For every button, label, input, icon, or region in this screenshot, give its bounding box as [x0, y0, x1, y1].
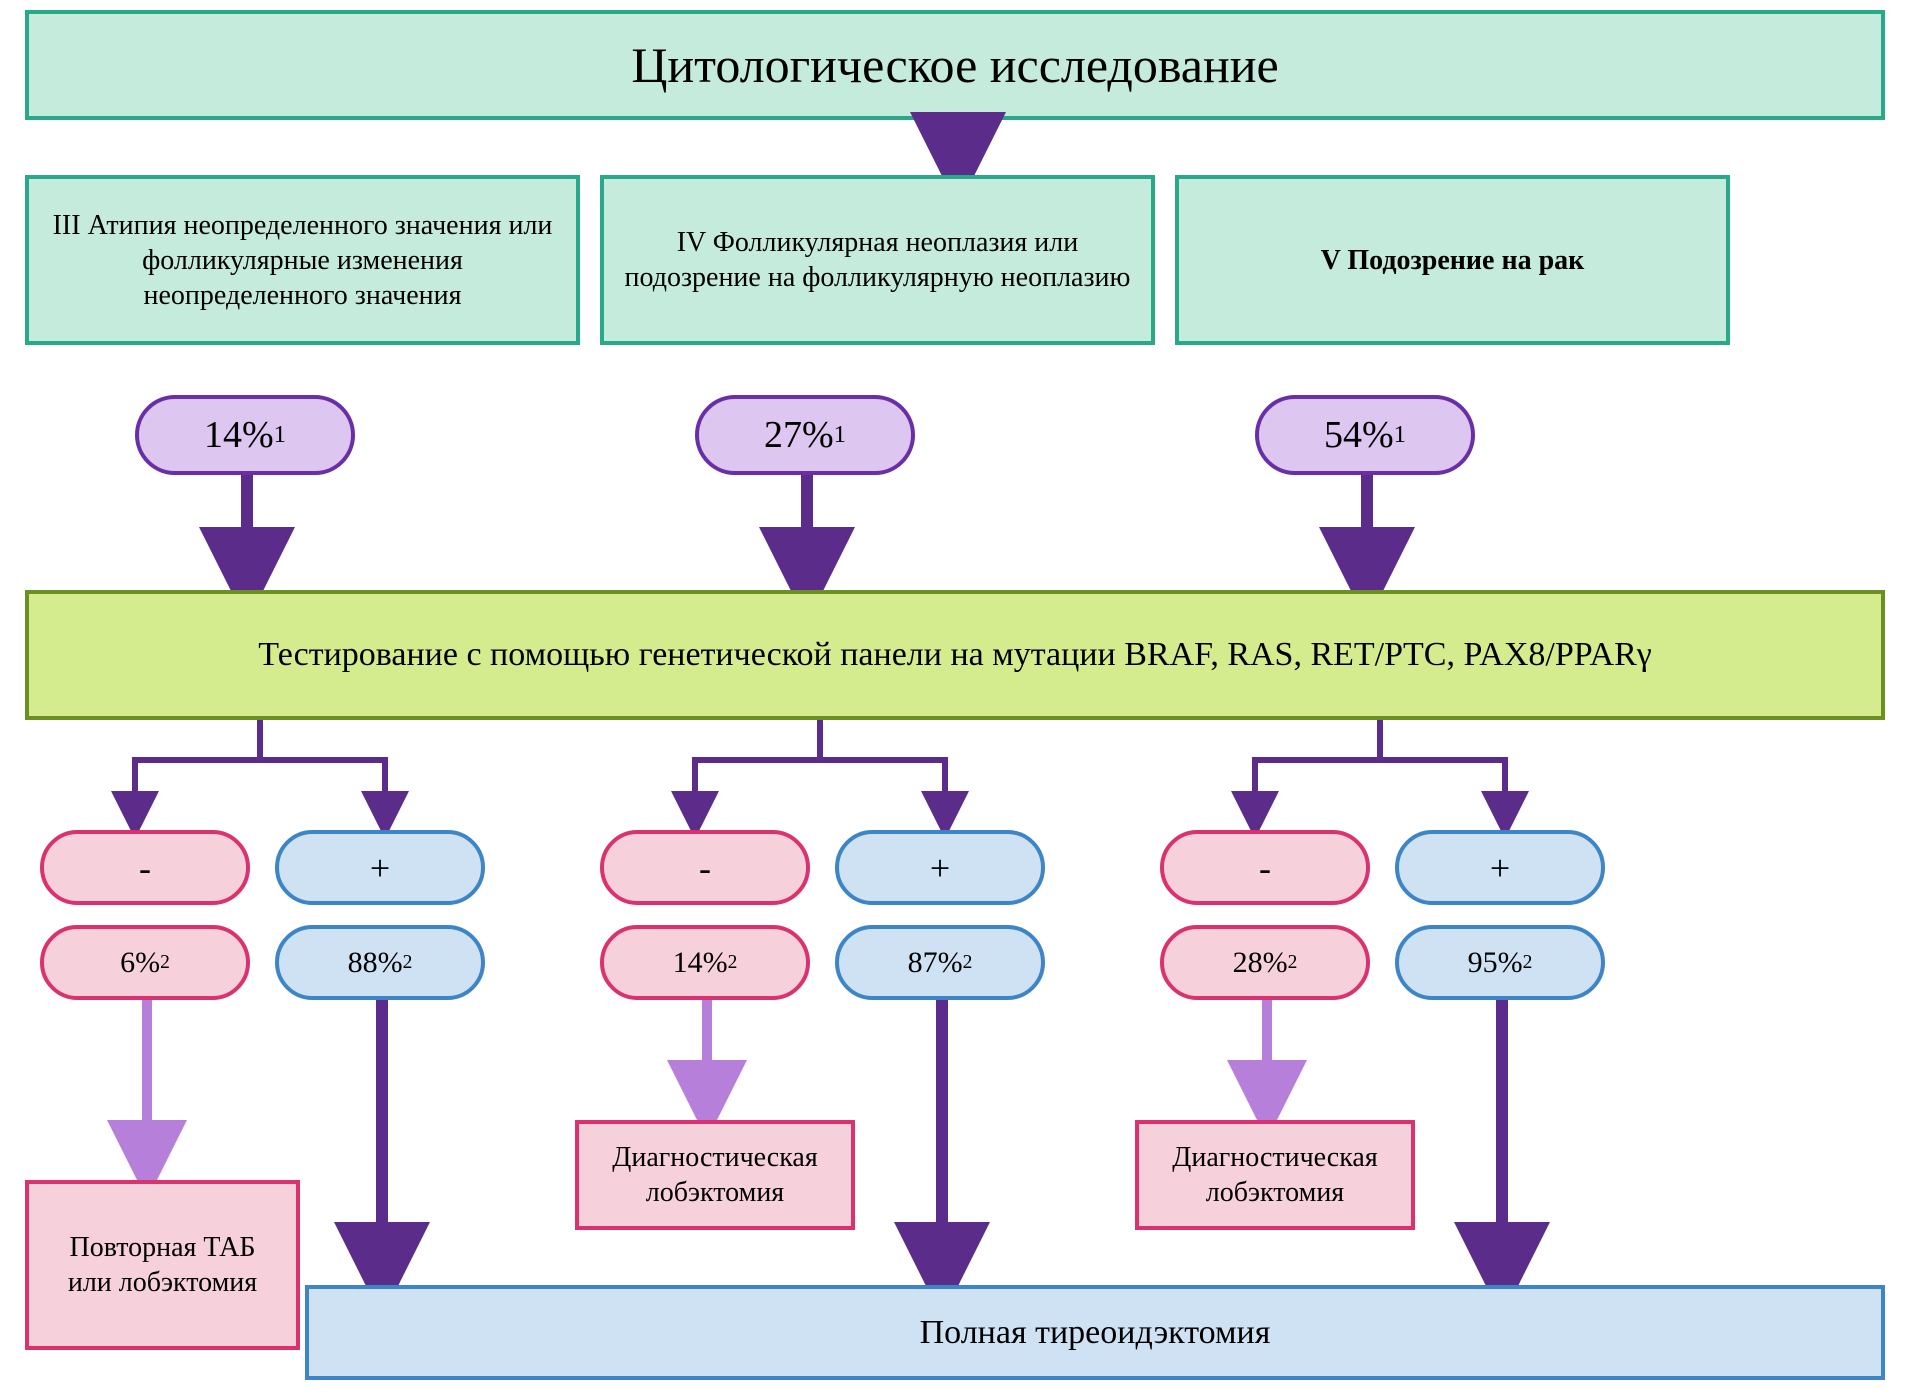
branch-1	[110, 720, 410, 830]
percent-3-value: 54%	[1324, 413, 1394, 457]
testing-box: Тестирование с помощью генетической пане…	[25, 590, 1885, 720]
branch-2	[670, 720, 970, 830]
arrow-r2p	[932, 1000, 952, 1285]
proc-pos: Полная тиреоидэктомия	[305, 1285, 1885, 1380]
r3p-sup: 2	[1523, 952, 1533, 974]
r1n: 6%	[120, 946, 160, 980]
pos-3-text: +	[1490, 847, 1510, 889]
proc-pos-text: Полная тиреоидэктомия	[920, 1314, 1271, 1352]
sign-neg-2: -	[600, 830, 810, 905]
r1p-sup: 2	[403, 952, 413, 974]
r1p: 88%	[348, 946, 403, 980]
category-3-text: V Подозрение на рак	[1321, 243, 1585, 278]
result-neg-2: 14%2	[600, 925, 810, 1000]
percent-3-sup: 1	[1394, 421, 1406, 449]
arrow-r1p	[372, 1000, 392, 1285]
category-box-2: IV Фолликулярная неоплазия или подозрени…	[600, 175, 1155, 345]
r2n-sup: 2	[728, 952, 738, 974]
percent-pill-1: 14%1	[135, 395, 355, 475]
category-2-text: IV Фолликулярная неоплазия или подозрени…	[624, 225, 1131, 295]
result-pos-3: 95%2	[1395, 925, 1605, 1000]
title-text: Цитологическое исследование	[631, 36, 1278, 94]
percent-2-sup: 1	[834, 421, 846, 449]
proc-neg-2-text: Диагностическая лобэктомия	[599, 1140, 831, 1210]
percent-1-value: 14%	[204, 413, 274, 457]
r2p: 87%	[908, 946, 963, 980]
r3n: 28%	[1233, 946, 1288, 980]
r3p: 95%	[1468, 946, 1523, 980]
testing-text: Тестирование с помощью генетической пане…	[258, 636, 1652, 674]
arrow-pct2-down	[797, 475, 817, 590]
pos-1-text: +	[370, 847, 390, 889]
r3n-sup: 2	[1288, 952, 1298, 974]
percent-1-sup: 1	[274, 421, 286, 449]
arrow-r2n	[697, 1000, 717, 1115]
r1n-sup: 2	[160, 952, 170, 974]
arrow-r3p	[1492, 1000, 1512, 1285]
neg-3-text: -	[1259, 847, 1271, 889]
category-box-3: V Подозрение на рак	[1175, 175, 1730, 345]
r2n: 14%	[673, 946, 728, 980]
percent-pill-3: 54%1	[1255, 395, 1475, 475]
percent-2-value: 27%	[764, 413, 834, 457]
result-pos-1: 88%2	[275, 925, 485, 1000]
percent-pill-2: 27%1	[695, 395, 915, 475]
title-box: Цитологическое исследование	[25, 10, 1885, 120]
arrow-pct1-down	[237, 475, 257, 590]
result-neg-3: 28%2	[1160, 925, 1370, 1000]
category-box-1: III Атипия неопределенного значения или …	[25, 175, 580, 345]
arrow-title-down	[948, 120, 968, 175]
proc-neg-3-text: Диагностическая лобэктомия	[1159, 1140, 1391, 1210]
neg-1-text: -	[139, 847, 151, 889]
branch-3	[1230, 720, 1530, 830]
proc-neg-1: Повторная ТАБ или лобэктомия	[25, 1180, 300, 1350]
arrow-r1n	[137, 1000, 157, 1175]
result-pos-2: 87%2	[835, 925, 1045, 1000]
proc-neg-2: Диагностическая лобэктомия	[575, 1120, 855, 1230]
pos-2-text: +	[930, 847, 950, 889]
sign-pos-1: +	[275, 830, 485, 905]
neg-2-text: -	[699, 847, 711, 889]
sign-pos-2: +	[835, 830, 1045, 905]
arrow-r3n	[1257, 1000, 1277, 1115]
category-1-text: III Атипия неопределенного значения или …	[49, 208, 556, 313]
sign-pos-3: +	[1395, 830, 1605, 905]
proc-neg-3: Диагностическая лобэктомия	[1135, 1120, 1415, 1230]
sign-neg-1: -	[40, 830, 250, 905]
arrow-pct3-down	[1357, 475, 1377, 590]
sign-neg-3: -	[1160, 830, 1370, 905]
result-neg-1: 6%2	[40, 925, 250, 1000]
r2p-sup: 2	[963, 952, 973, 974]
proc-neg-1-text: Повторная ТАБ или лобэктомия	[49, 1230, 276, 1300]
